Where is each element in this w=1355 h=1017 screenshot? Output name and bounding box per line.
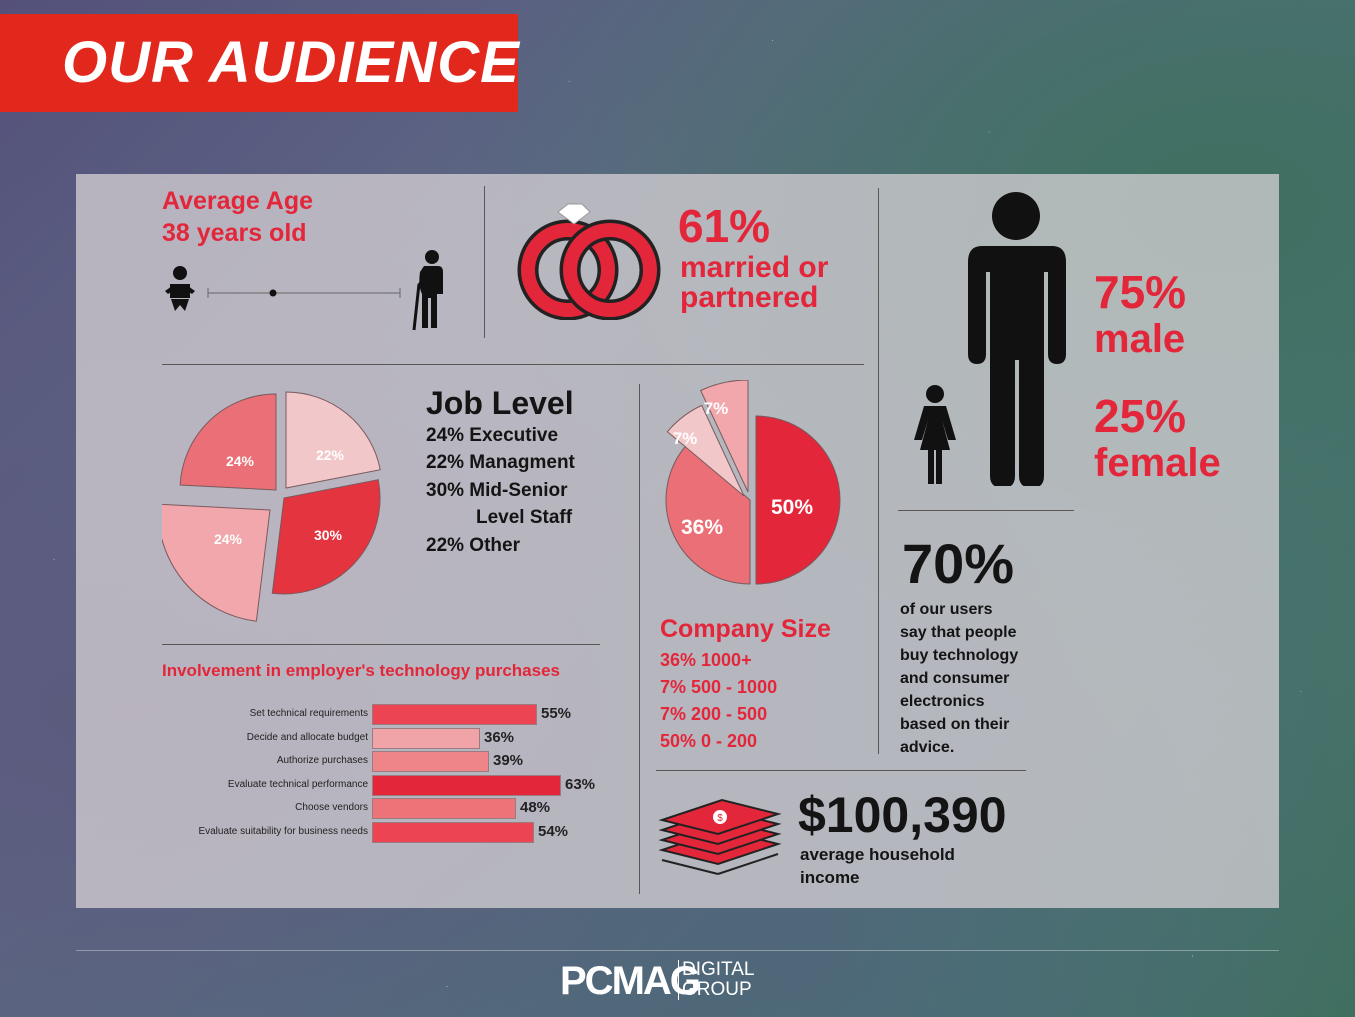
income-line-1: average household — [800, 845, 955, 864]
income-value: $100,390 — [798, 787, 1007, 843]
male-percent: 75% — [1094, 266, 1187, 318]
female-figure-icon — [914, 385, 956, 484]
job-level-item-4: 22% Other — [426, 535, 520, 556]
company-pie-label-4: 7% — [704, 399, 729, 418]
job-pie-slice-2 — [271, 479, 381, 595]
involvement-bar — [372, 774, 561, 796]
involvement-bar — [372, 751, 489, 772]
footer-sub-1: DIGITAL — [682, 959, 755, 980]
income-line-2: income — [800, 868, 860, 887]
involvement-bar-value: 36% — [484, 728, 515, 746]
involvement-bar-value: 48% — [520, 799, 551, 816]
involvement-bar — [372, 821, 534, 843]
company-size-heading: Company Size — [660, 615, 831, 643]
job-level-item-2: 22% Managment — [426, 452, 575, 473]
divider-gender-section — [898, 510, 1074, 511]
footer-logo: PCMAG DIGITAL GROUP — [560, 958, 770, 1004]
company-size-item-2: 7% 500 - 1000 — [660, 677, 778, 697]
influence-line-7: advice. — [900, 739, 955, 756]
divider-left-section — [162, 644, 600, 645]
job-level-item-3: 30% Mid-Senior — [426, 480, 568, 501]
involvement-row-label: Set technical requirements — [249, 708, 368, 719]
page-title: OUR AUDIENCE — [62, 30, 520, 95]
company-size-item-4: 50% 0 - 200 — [660, 731, 758, 751]
footer-divider-tick — [678, 960, 679, 1000]
job-level-item-1: 24% Executive — [426, 425, 559, 446]
involvement-row-label: Choose vendors — [295, 802, 368, 813]
influence-percent: 70% — [902, 532, 1015, 595]
involvement-bar — [372, 704, 537, 725]
involvement-bar-value: 55% — [541, 705, 572, 722]
involvement-bar — [372, 798, 516, 819]
influence-line-3: buy technology — [900, 647, 1019, 664]
company-pie-slice-2 — [665, 445, 751, 585]
divider-top-middle — [484, 186, 485, 338]
job-pie-label-2: 30% — [314, 527, 343, 543]
infographic-panel: Average Age 38 years old 61% married or … — [76, 174, 1279, 908]
average-age-heading: Average Age — [162, 187, 313, 215]
footer-sub-2: GROUP — [682, 979, 752, 1000]
male-label: male — [1094, 317, 1186, 361]
married-percent: 61% — [678, 200, 771, 252]
company-pie-slice-1 — [755, 415, 841, 585]
job-pie-label-3: 24% — [214, 531, 243, 547]
company-pie-label-3: 7% — [673, 429, 698, 448]
job-pie-label-1: 22% — [316, 447, 345, 463]
divider-horizontal-top — [162, 364, 864, 365]
svg-text:$: $ — [717, 813, 723, 824]
male-figure-icon — [968, 192, 1066, 486]
divider-top-right — [878, 188, 879, 754]
title-banner — [0, 14, 518, 112]
female-label: female — [1094, 441, 1221, 485]
involvement-row-label: Authorize purchases — [276, 755, 368, 766]
involvement-bar-chart: Set technical requirements 55% Decide and … — [76, 174, 595, 843]
company-pie-label-1: 50% — [771, 496, 813, 519]
company-pie-slice-4 — [700, 380, 749, 493]
involvement-row-label: Decide and allocate budget — [246, 731, 368, 743]
job-level-heading: Job Level — [426, 385, 574, 421]
company-pie-slice-3 — [666, 404, 745, 497]
influence-line-1: of our users — [900, 601, 993, 618]
average-age-value: 38 years old — [162, 219, 307, 247]
job-pie-label-4: 24% — [226, 453, 255, 469]
influence-line-5: electronics — [900, 693, 985, 710]
involvement-bar — [372, 727, 480, 749]
influence-line-4: and consumer — [900, 670, 1010, 687]
job-pie-slice-3 — [162, 503, 271, 622]
wedding-rings-icon — [517, 203, 661, 320]
job-pie-slice-4 — [179, 393, 277, 491]
footer-brand: PCMAG — [560, 959, 701, 1003]
age-timeline — [207, 288, 401, 298]
female-percent: 25% — [1094, 390, 1187, 442]
company-pie-label-2: 36% — [681, 516, 723, 539]
married-line-2: partnered — [680, 281, 819, 314]
company-size-item-3: 7% 200 - 500 — [660, 704, 768, 724]
money-stack-icon: $ — [658, 798, 782, 875]
involvement-row-label: Evaluate suitability for business needs — [198, 825, 368, 837]
married-line-1: married or — [680, 251, 829, 284]
involvement-bar-value: 63% — [565, 775, 596, 793]
company-size-pie-chart: 50% 36% 7% 7% — [665, 380, 841, 585]
involvement-row-label: Evaluate technical performance — [227, 778, 368, 790]
influence-line-2: say that people — [900, 624, 1017, 641]
company-size-item-1: 36% 1000+ — [660, 650, 752, 670]
baby-icon — [165, 266, 195, 311]
divider-middle-vertical — [639, 384, 640, 894]
elderly-person-icon — [412, 250, 443, 331]
involvement-heading: Involvement in employer's technology pur… — [162, 661, 560, 680]
divider-income-section — [656, 770, 1026, 771]
job-level-pie-chart: 22% 30% 24% 24% — [162, 391, 381, 622]
involvement-bar-value: 54% — [538, 822, 569, 840]
involvement-bar-value: 39% — [493, 752, 524, 769]
job-level-item-3b: Level Staff — [476, 507, 573, 528]
influence-line-6: based on their — [900, 716, 1010, 733]
footer-divider — [76, 950, 1279, 951]
job-pie-slice-1 — [285, 391, 381, 489]
